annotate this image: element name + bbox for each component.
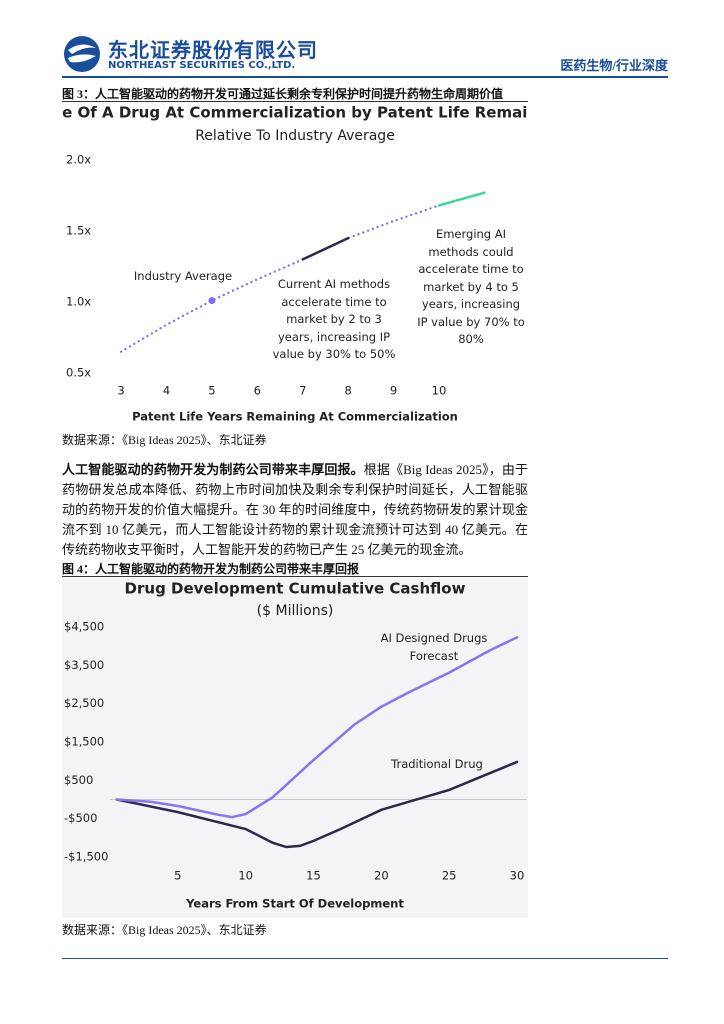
x-tick-label: 8 xyxy=(345,384,352,398)
x-tick-label: 30 xyxy=(510,869,525,883)
x-tick-label: 3 xyxy=(117,384,124,398)
x-tick-label: 25 xyxy=(442,869,457,883)
paragraph: 人工智能驱动的药物开发为制药公司带来丰厚回报。根据《Big Ideas 2025… xyxy=(62,460,528,560)
series-line xyxy=(115,760,519,849)
footer-rule xyxy=(62,958,668,959)
series-line xyxy=(301,236,350,261)
x-tick-label: 10 xyxy=(432,384,447,398)
annotation: Emerging AI methods could accelerate tim… xyxy=(417,227,525,346)
y-tick-label: 1.5x xyxy=(66,224,91,238)
paragraph-text: 根据《Big Ideas 2025》，由于药物研发总成本降低、药物上市时间加快及… xyxy=(62,462,528,557)
y-tick-label: $500 xyxy=(64,773,93,787)
x-axis-label: Years From Start Of Development xyxy=(185,897,404,911)
y-tick-label: 1.0x xyxy=(66,295,91,309)
annotation: Traditional Drug xyxy=(391,757,483,771)
highlight-point xyxy=(208,297,216,305)
figure-caption: 图 3：人工智能驱动的药物开发可通过延长剩余专利保护时间提升药物生命周期价值 xyxy=(62,87,504,101)
logo xyxy=(64,36,100,72)
source: 数据来源：《Big Ideas 2025》、东北证券 xyxy=(62,433,267,447)
chart-title: Drug Development Cumulative Cashflow xyxy=(125,580,466,598)
x-tick-label: 7 xyxy=(299,384,306,398)
annotation: AI Designed Drugs Forecast xyxy=(380,631,488,663)
series-line xyxy=(437,191,486,207)
y-tick-label: -$1,500 xyxy=(64,850,108,864)
x-tick-label: 10 xyxy=(238,869,253,883)
caption-rule xyxy=(62,576,528,577)
x-tick-label: 4 xyxy=(163,384,170,398)
x-tick-label: 20 xyxy=(374,869,389,883)
chart-title: Value Of A Drug At Commercialization by … xyxy=(62,104,528,122)
chart-subtitle: Relative To Industry Average xyxy=(195,128,395,144)
y-tick-label: -$500 xyxy=(64,811,97,825)
annotation: Current AI methods accelerate time to ma… xyxy=(272,277,396,361)
section: 医药生物/行业深度 xyxy=(560,58,668,73)
caption-rule xyxy=(62,101,528,102)
x-tick-label: 9 xyxy=(390,384,397,398)
annotation: Industry Average xyxy=(133,269,233,283)
paragraph-lead: 人工智能驱动的药物开发为制药公司带来丰厚回报。 xyxy=(62,462,364,477)
chart: Drug Development Cumulative Cashflow ($ M… xyxy=(62,578,528,918)
x-axis-label: Patent Life Years Remaining At Commercia… xyxy=(132,410,458,424)
y-tick-label: $2,500 xyxy=(64,696,104,710)
figure-caption: 图 4：人工智能驱动的药物开发为制药公司带来丰厚回报 xyxy=(62,562,360,576)
chart: Value Of A Drug At Commercialization by … xyxy=(62,104,528,424)
company-en: NORTHEAST SECURITIES CO.,LTD. xyxy=(108,60,296,71)
series-line xyxy=(115,636,519,819)
y-tick-label: $1,500 xyxy=(64,735,104,749)
y-tick-label: 0.5x xyxy=(66,366,91,380)
header-rule xyxy=(62,76,668,78)
y-tick-label: $3,500 xyxy=(64,658,104,672)
x-tick-label: 5 xyxy=(174,869,181,883)
y-tick-label: $4,500 xyxy=(64,620,104,634)
x-tick-label: 6 xyxy=(254,384,261,398)
company: 东北证券股份有限公司 xyxy=(108,38,318,62)
y-tick-label: 2.0x xyxy=(66,153,91,167)
series-line xyxy=(119,204,441,353)
chart-subtitle: ($ Millions) xyxy=(257,603,334,619)
x-tick-label: 15 xyxy=(306,869,321,883)
x-tick-label: 5 xyxy=(208,384,215,398)
source: 数据来源：《Big Ideas 2025》、东北证券 xyxy=(62,923,267,937)
